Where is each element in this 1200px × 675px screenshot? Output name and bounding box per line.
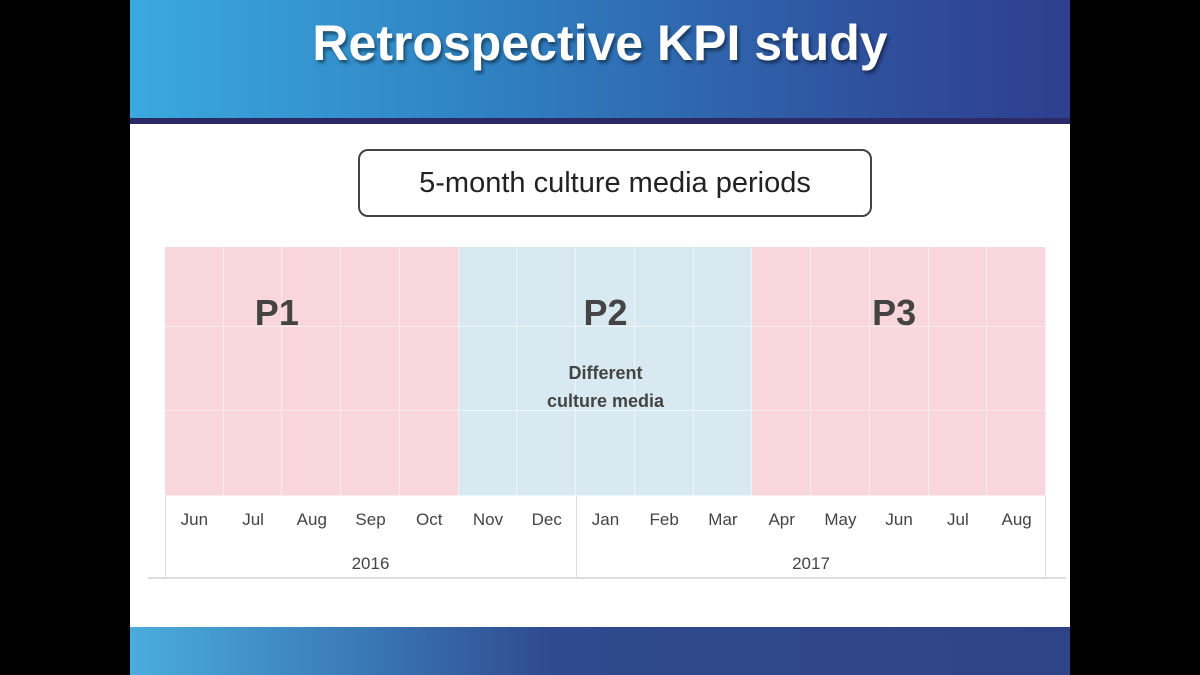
- period-cell: [517, 411, 577, 496]
- period-cell: [223, 247, 283, 327]
- month-label: Jan: [591, 510, 620, 529]
- period-cell: [341, 247, 400, 327]
- month-label: Oct: [416, 510, 443, 529]
- axis-left-line: [165, 496, 166, 577]
- periods-callout-box: 5-month culture media periods: [358, 149, 872, 217]
- footer-banner: [130, 627, 1070, 675]
- period-cell: [634, 411, 694, 496]
- period-cell: [634, 327, 694, 411]
- period-cell: [987, 411, 1046, 496]
- header-stripe: [130, 118, 1070, 124]
- axis-right-line: [1045, 496, 1046, 577]
- period-cell: [811, 411, 870, 496]
- period-cell: [165, 411, 224, 496]
- period-note: Different culture media: [547, 359, 664, 415]
- period-cell: [223, 411, 283, 496]
- month-label: Mar: [708, 510, 738, 529]
- month-label: Apr: [768, 510, 795, 529]
- axis-bottom-line: [148, 577, 1066, 579]
- period-note-line: Different: [568, 363, 643, 383]
- period-cell: [693, 411, 753, 496]
- period-cell: [282, 327, 342, 411]
- period-cell: [399, 411, 459, 496]
- month-label: Feb: [649, 510, 679, 529]
- period-cell: [869, 247, 929, 327]
- period-cell: [223, 327, 283, 411]
- month-label: Sep: [355, 510, 386, 529]
- slide-title: Retrospective KPI study: [312, 15, 888, 71]
- period-cell: [399, 247, 459, 327]
- period-cell: [752, 411, 812, 496]
- period-cell: [576, 411, 635, 496]
- month-label: Jul: [947, 510, 969, 529]
- period-cell: [458, 327, 518, 411]
- period-cell: [282, 411, 342, 496]
- period-cell: [987, 327, 1046, 411]
- period-label-p1: P1: [254, 292, 299, 333]
- period-cell: [693, 247, 753, 327]
- month-axis: Jun Jul Aug Sep Oct Nov Dec Jan Feb Mar Apr May Jun J…: [165, 510, 1046, 538]
- month-label: Jun: [885, 510, 913, 529]
- period-cell: [928, 327, 988, 411]
- month-label: May: [824, 510, 857, 529]
- period-cell: [458, 247, 518, 327]
- period-cell: [811, 327, 870, 411]
- period-cell: [399, 327, 459, 411]
- period-cell: [576, 327, 635, 411]
- period-cell: [341, 327, 400, 411]
- period-cell: [165, 247, 224, 327]
- period-label-p2: P2: [583, 292, 628, 333]
- month-label: Aug: [296, 510, 327, 529]
- period-cell: [752, 247, 812, 327]
- period-cell: [576, 247, 635, 327]
- header-banner: [130, 0, 1070, 118]
- month-label: Nov: [472, 510, 504, 529]
- period-cell: [282, 247, 342, 327]
- period-cell: [987, 247, 1046, 327]
- month-label: Dec: [531, 510, 562, 529]
- period-cell: [517, 247, 577, 327]
- period-cell: [458, 411, 518, 496]
- year-label-2016: 2016: [351, 554, 390, 573]
- month-label: Aug: [1001, 510, 1032, 529]
- timeline-grid: P1 P2 Different culture media P3: [165, 247, 1046, 496]
- period-cell: [341, 411, 400, 496]
- period-cell: [869, 327, 929, 411]
- periods-callout-text: 5-month culture media periods: [419, 166, 811, 199]
- month-label: Jun: [180, 510, 209, 529]
- period-label-p3: P3: [872, 292, 917, 333]
- year-divider: [576, 496, 577, 577]
- period-cell: [869, 411, 929, 496]
- year-label-2017: 2017: [792, 554, 830, 573]
- period-note-line: culture media: [546, 391, 665, 411]
- period-cell: [165, 327, 224, 411]
- period-cell: [752, 327, 812, 411]
- period-cell: [928, 411, 988, 496]
- month-label: Jul: [242, 510, 264, 529]
- period-cell: [928, 247, 988, 327]
- period-cell: [517, 327, 577, 411]
- period-cell: [811, 247, 870, 327]
- period-cell: [634, 247, 694, 327]
- slide: Retrospective KPI study 5-month culture …: [130, 0, 1070, 675]
- period-cell: [693, 327, 753, 411]
